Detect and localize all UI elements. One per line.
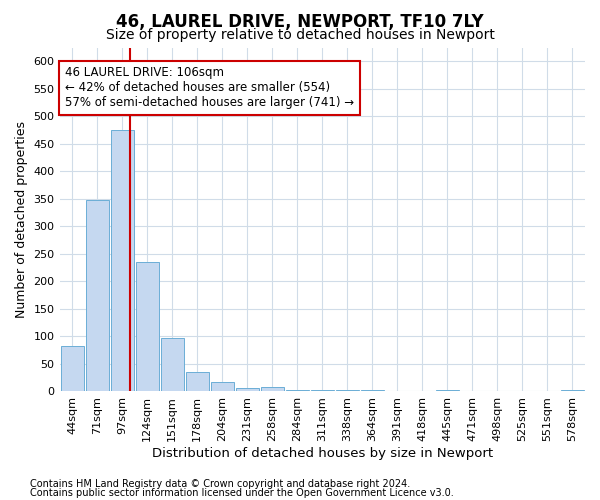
Bar xyxy=(336,390,359,392)
Bar xyxy=(185,372,209,392)
Bar xyxy=(161,338,184,392)
Bar xyxy=(110,130,134,392)
X-axis label: Distribution of detached houses by size in Newport: Distribution of detached houses by size … xyxy=(152,447,493,460)
Bar xyxy=(211,382,233,392)
Text: Contains HM Land Registry data © Crown copyright and database right 2024.: Contains HM Land Registry data © Crown c… xyxy=(30,479,410,489)
Bar xyxy=(86,200,109,392)
Bar xyxy=(236,388,259,392)
Bar xyxy=(61,346,83,392)
Bar xyxy=(436,390,459,392)
Bar xyxy=(561,390,584,392)
Text: Size of property relative to detached houses in Newport: Size of property relative to detached ho… xyxy=(106,28,494,42)
Bar xyxy=(361,390,384,392)
Y-axis label: Number of detached properties: Number of detached properties xyxy=(15,121,28,318)
Bar xyxy=(286,390,309,392)
Text: 46 LAUREL DRIVE: 106sqm
← 42% of detached houses are smaller (554)
57% of semi-d: 46 LAUREL DRIVE: 106sqm ← 42% of detache… xyxy=(65,66,354,110)
Text: Contains public sector information licensed under the Open Government Licence v3: Contains public sector information licen… xyxy=(30,488,454,498)
Text: 46, LAUREL DRIVE, NEWPORT, TF10 7LY: 46, LAUREL DRIVE, NEWPORT, TF10 7LY xyxy=(116,12,484,30)
Bar xyxy=(311,390,334,392)
Bar xyxy=(261,387,284,392)
Bar xyxy=(136,262,158,392)
